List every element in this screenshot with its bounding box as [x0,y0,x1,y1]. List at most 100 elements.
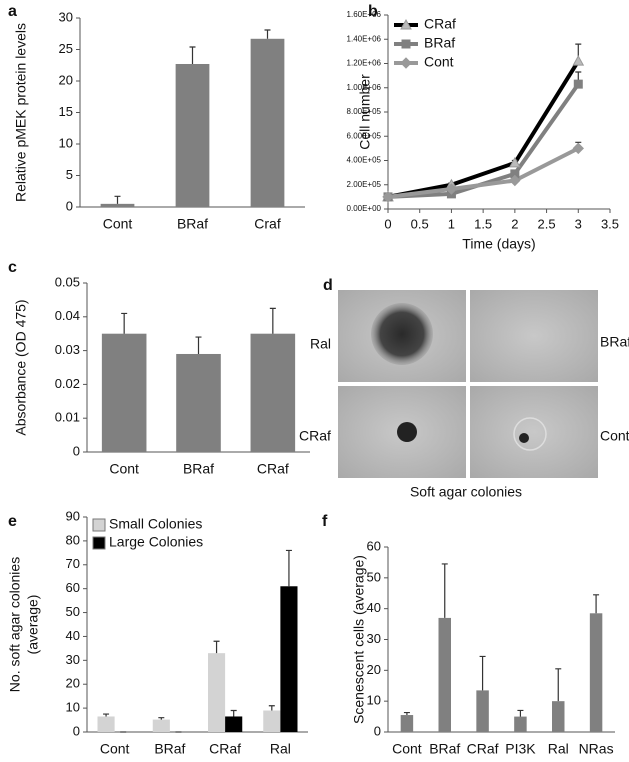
error-bar [195,336,202,354]
y-tick-label: 10 [367,693,381,708]
error-bar [189,46,196,64]
y-axis-label: (average) [25,595,41,655]
bar [225,716,243,732]
x-tick-label: 0.5 [411,216,429,231]
micrograph [470,290,598,382]
error-bar [114,195,121,204]
y-tick-label: 15 [59,104,73,119]
panel-letter: a [8,3,17,20]
y-tick-label: 0.00E+00 [347,204,382,213]
error-bar [264,29,271,39]
micrograph [470,386,598,478]
x-tick-label: 0 [384,216,391,231]
x-tick-label: Cont [392,741,422,757]
error-bar [593,594,600,614]
bar [552,701,565,732]
x-tick-label: PI3K [505,741,536,757]
x-tick-label: Cont [109,461,139,477]
y-tick-label: 2.00E+05 [347,180,382,189]
error-bar [268,705,275,711]
legend-swatch [92,536,106,550]
y-tick-label: 1.40E+06 [347,34,382,43]
x-tick-label: BRaf [177,216,208,232]
series-line [387,60,580,199]
y-tick-label: 0 [73,723,80,738]
marker [572,55,585,66]
panel-letter: c [8,259,17,276]
legend-label: Cont [424,54,454,70]
marker [382,191,394,203]
bar [176,353,221,452]
y-tick-label: 10 [66,700,80,715]
image-label: CRaf [299,428,331,444]
marker [509,156,521,168]
marker [509,174,521,187]
bar [438,617,451,732]
panel-letter: d [323,277,333,294]
y-tick-label: 90 [66,508,80,523]
bar [100,203,135,207]
y-axis-label: Scenescent cells (average) [351,555,367,724]
legend-label: Small Colonies [109,516,202,532]
y-tick-label: 6.00E+05 [347,131,382,140]
y-tick-label: 50 [66,604,80,619]
x-tick-label: 3 [575,216,582,231]
image-label: BRaf [600,334,629,350]
y-tick-label: 1.00E+06 [347,83,382,92]
error-bar [158,717,165,720]
y-tick-label: 8.00E+05 [347,107,382,116]
y-axis-label: Relative pMEK protein levels [13,23,29,202]
bar [400,715,414,732]
y-tick-label: 30 [59,9,73,24]
series-line [387,82,580,199]
y-tick-label: 20 [66,676,80,691]
y-tick-label: 60 [367,538,381,553]
y-tick-label: 70 [66,556,80,571]
error-bar [479,655,486,691]
y-tick-label: 0.04 [55,308,80,323]
y-axis-label: No. soft agar colonies [7,557,23,692]
marker [400,57,412,69]
marker [573,79,583,89]
y-tick-label: 0 [374,723,381,738]
error-bar [441,563,448,618]
x-tick-label: 2 [511,216,518,231]
error-bar [230,709,237,717]
legend-swatch [92,518,106,532]
image-label: Cont [600,428,629,444]
bar [97,716,115,732]
y-axis-label: Absorbance (OD 475) [13,299,29,435]
bar [589,613,603,732]
y-tick-label: 1.20E+06 [347,59,382,68]
x-axis-label: Time (days) [462,236,535,252]
bar [250,333,296,452]
y-tick-label: 0.01 [55,410,80,425]
error-bar [517,709,524,717]
error-bar [103,713,110,717]
y-tick-label: 1.60E+06 [347,10,382,19]
marker [400,18,412,30]
colony [397,422,417,442]
marker [510,169,520,179]
y-tick-label: 40 [367,600,381,615]
marker [401,39,411,49]
image-label: Ral [310,336,331,352]
x-tick-label: Ral [548,741,569,757]
y-tick-label: 5 [66,167,73,182]
bar [514,716,527,732]
y-tick-label: 20 [59,72,73,87]
x-tick-label: CRaf [467,741,499,757]
bar [250,38,285,207]
image-caption: Soft agar colonies [410,484,522,500]
y-tick-label: 0 [73,443,80,458]
bar [152,719,170,732]
x-tick-label: Ral [270,741,291,757]
legend-label: BRaf [424,35,455,51]
error-bar [269,307,276,334]
marker [572,142,584,155]
y-tick-label: 80 [66,532,80,547]
panel-letter: f [322,513,328,530]
colony [371,303,433,365]
panel-letter: b [368,3,378,20]
